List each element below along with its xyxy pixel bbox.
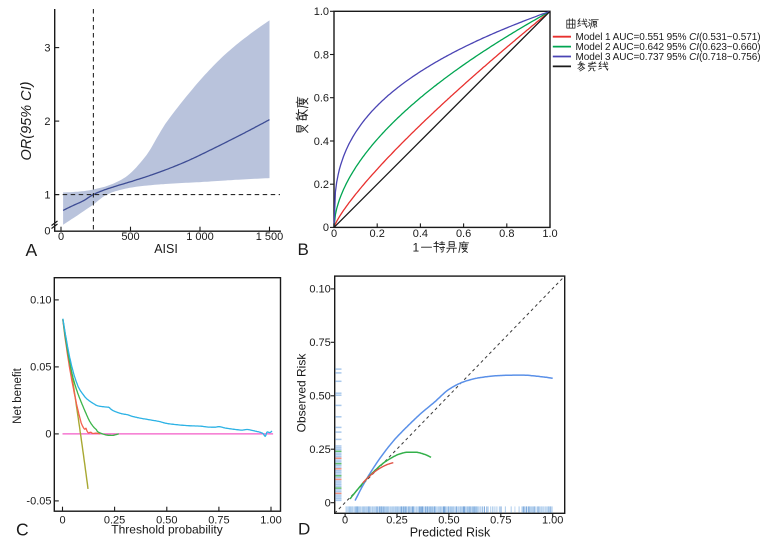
svg-text:0.75: 0.75: [490, 515, 511, 527]
svg-text:0.2: 0.2: [314, 179, 329, 191]
svg-text:Threshold probability: Threshold probability: [111, 523, 222, 537]
svg-text:0.75: 0.75: [208, 514, 229, 526]
svg-text:1.0: 1.0: [314, 6, 329, 18]
svg-text:1.00: 1.00: [542, 515, 563, 527]
svg-text:A: A: [26, 240, 38, 260]
svg-text:0.10: 0.10: [309, 284, 330, 296]
svg-text:0.6: 0.6: [314, 93, 329, 105]
svg-text:0: 0: [331, 228, 337, 240]
svg-text:B: B: [298, 240, 309, 259]
svg-text:0: 0: [342, 515, 348, 527]
svg-text:1 500: 1 500: [256, 231, 284, 243]
svg-text:1.00: 1.00: [260, 514, 281, 526]
svg-text:1: 1: [44, 189, 50, 201]
svg-text:Model 3 AUC=0.737 95% CI(0.718: Model 3 AUC=0.737 95% CI(0.718~0.756): [576, 52, 761, 63]
svg-text:C: C: [16, 520, 29, 540]
svg-text:0.25: 0.25: [386, 515, 407, 527]
svg-text:0.25: 0.25: [104, 514, 125, 526]
svg-text:1: 1: [413, 241, 420, 255]
svg-text:0: 0: [325, 498, 331, 510]
svg-text:0.8: 0.8: [314, 49, 329, 61]
svg-text:OR(95% CI): OR(95% CI): [19, 82, 35, 161]
svg-text:Model 1 AUC=0.551 95% CI(0.531: Model 1 AUC=0.551 95% CI(0.531~0.571): [576, 32, 761, 43]
svg-text:AISI: AISI: [154, 242, 178, 256]
svg-text:0.05: 0.05: [30, 362, 51, 374]
svg-text:0.4: 0.4: [314, 136, 329, 148]
svg-text:2: 2: [44, 116, 50, 128]
svg-text:0.10: 0.10: [30, 295, 51, 307]
svg-text:-0.05: -0.05: [26, 496, 51, 508]
svg-text:3: 3: [44, 42, 50, 54]
svg-text:0.75: 0.75: [309, 337, 330, 349]
svg-text:Predicted Risk: Predicted Risk: [410, 525, 491, 539]
svg-text:0: 0: [323, 222, 329, 234]
svg-text:D: D: [298, 520, 310, 539]
svg-text:0.50: 0.50: [438, 515, 459, 527]
svg-text:Net benefit: Net benefit: [12, 367, 24, 423]
svg-text:0.50: 0.50: [309, 391, 330, 403]
svg-text:0: 0: [45, 429, 51, 441]
svg-text:500: 500: [121, 231, 139, 243]
svg-text:1.0: 1.0: [542, 228, 557, 240]
svg-text:Model 2 AUC=0.642 95% CI(0.623: Model 2 AUC=0.642 95% CI(0.623~0.660): [576, 42, 761, 53]
svg-text:0.6: 0.6: [456, 228, 471, 240]
svg-text:1 000: 1 000: [186, 231, 214, 243]
svg-text:0.8: 0.8: [499, 228, 514, 240]
svg-text:0.4: 0.4: [413, 228, 428, 240]
svg-text:0: 0: [59, 514, 65, 526]
svg-text:0.50: 0.50: [156, 514, 177, 526]
svg-text:0: 0: [58, 231, 64, 243]
svg-text:0.25: 0.25: [309, 444, 330, 456]
svg-text:0: 0: [44, 226, 50, 238]
svg-text:Observed Risk: Observed Risk: [295, 353, 309, 433]
svg-text:0.2: 0.2: [370, 228, 385, 240]
